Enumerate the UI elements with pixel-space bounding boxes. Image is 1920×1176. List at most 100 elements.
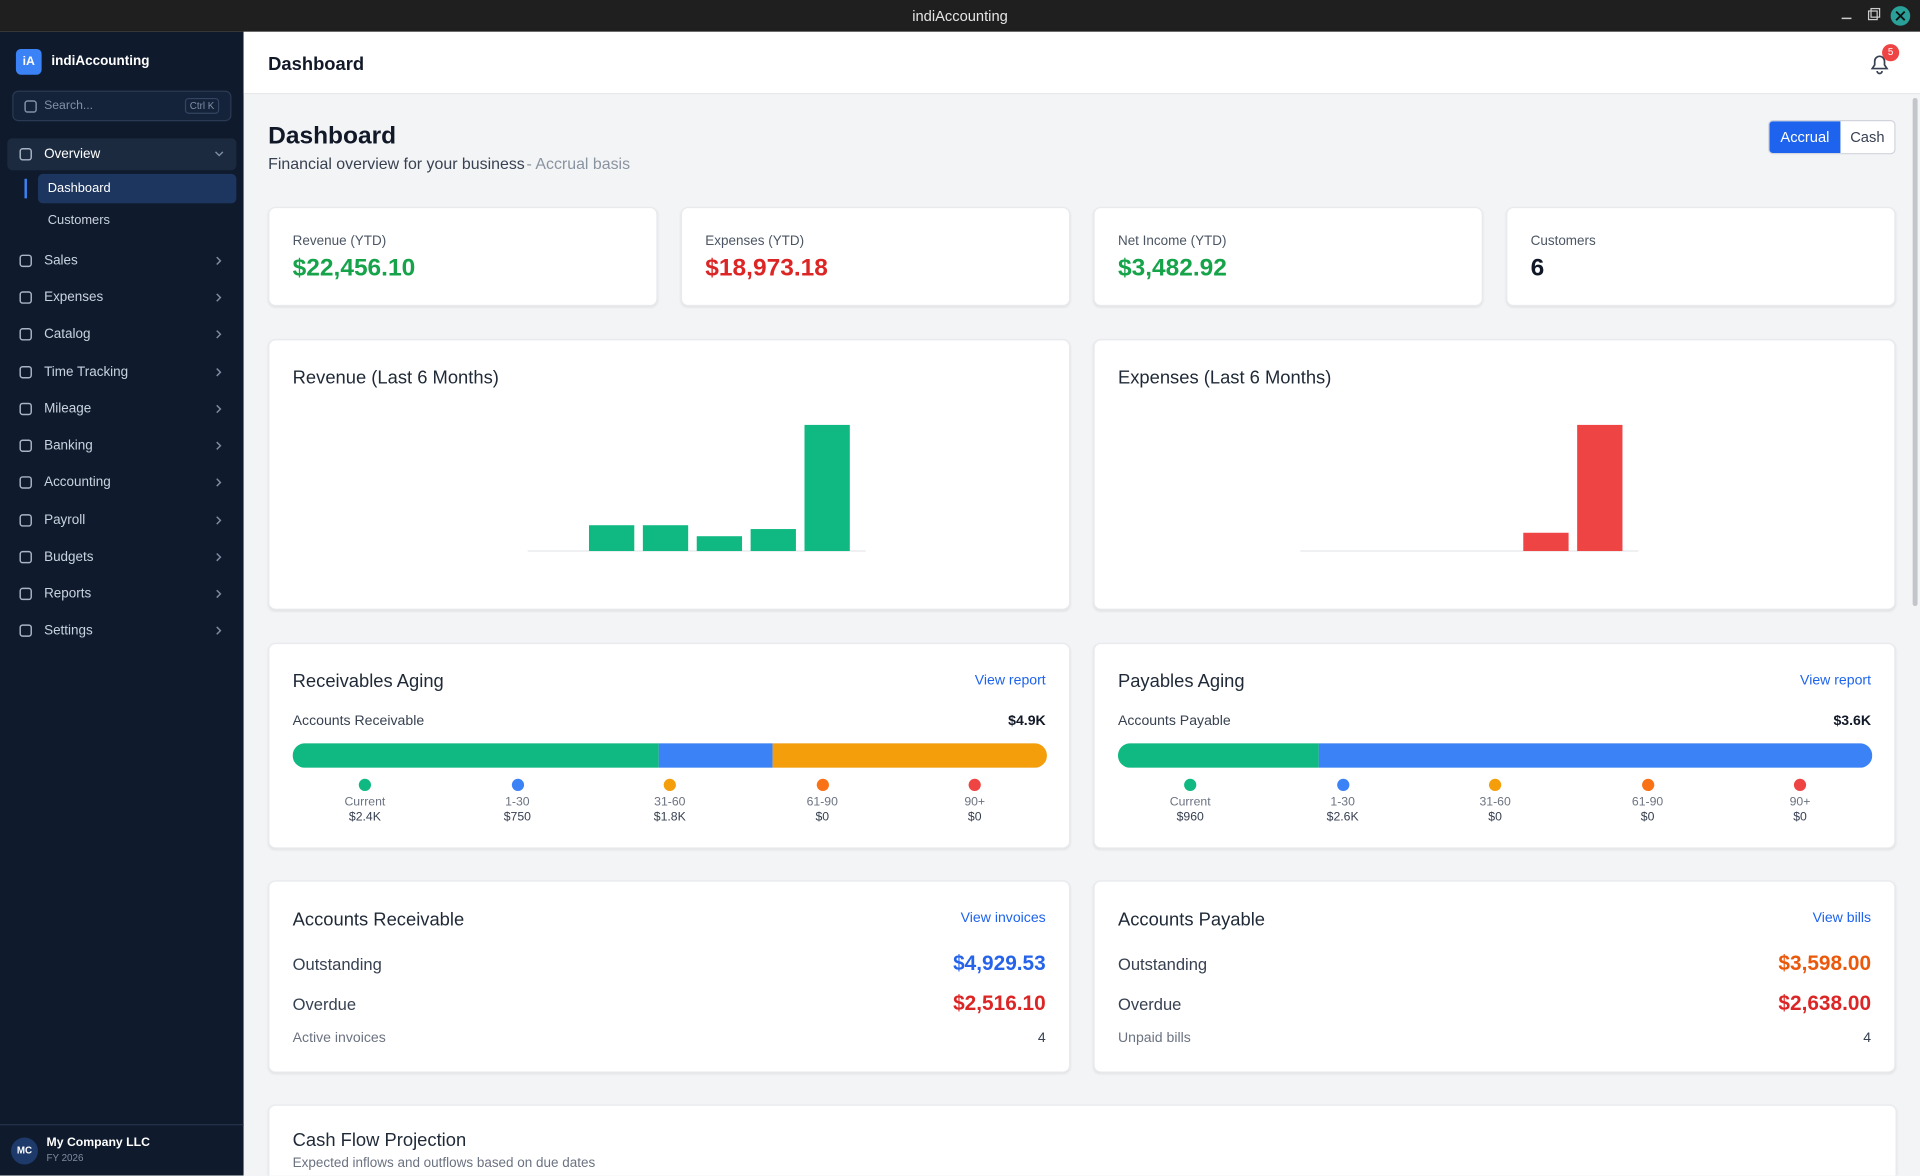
chevron-line xyxy=(214,151,224,157)
icon xyxy=(19,366,32,379)
notification-bell[interactable] xyxy=(1867,51,1891,75)
nav-item[interactable]: Expenses xyxy=(44,290,104,305)
chevron-line xyxy=(216,256,222,266)
sidebar-divider xyxy=(0,1124,244,1126)
toggle-option[interactable]: Accrual xyxy=(1769,121,1841,154)
bar xyxy=(1577,424,1623,552)
bucket-value: $960 xyxy=(1176,810,1204,825)
aging-total: $3.6K xyxy=(1833,713,1872,729)
legend-dot xyxy=(663,778,676,792)
aging-title: Receivables Aging xyxy=(292,671,444,692)
nav-item[interactable]: Mileage xyxy=(44,401,92,417)
page-title: Dashboard xyxy=(268,122,397,150)
nav-item[interactable]: Time Tracking xyxy=(44,364,129,380)
search-box[interactable]: Search... Ctrl K xyxy=(12,90,232,122)
nav-subitem[interactable]: Customers xyxy=(47,212,110,228)
bar xyxy=(642,525,689,552)
bucket-value: $2.4K xyxy=(348,810,381,825)
nav-item[interactable]: Sales xyxy=(44,253,78,269)
nav-item[interactable]: Budgets xyxy=(44,549,94,565)
chevron-line xyxy=(216,330,222,339)
stat-card: Customers 6 xyxy=(1506,206,1896,307)
stat-card: Revenue (YTD) $22,456.10 xyxy=(268,206,658,307)
bucket-name: Current xyxy=(1169,795,1211,810)
bucket-name: 90+ xyxy=(964,795,986,810)
count-label: Unpaid bills xyxy=(1117,1031,1191,1046)
bucket-name: 61-90 xyxy=(1631,795,1664,810)
balance-card: Accounts Payable View bills Outstanding $3,… xyxy=(1093,880,1896,1073)
window-controls[interactable] xyxy=(1837,5,1915,27)
icon xyxy=(19,439,32,452)
chevron-line xyxy=(216,478,222,487)
icon xyxy=(19,148,32,161)
balance-value: $2,638.00 xyxy=(1778,991,1872,1016)
bucket-name: 61-90 xyxy=(806,795,838,810)
bar xyxy=(1523,532,1569,552)
bucket-name: 31-60 xyxy=(654,795,686,810)
bar xyxy=(588,525,635,552)
chevron xyxy=(216,478,222,487)
stat-value: $22,456.10 xyxy=(292,254,416,282)
nav-item[interactable]: Reports xyxy=(44,586,92,602)
balance-value: $3,598.00 xyxy=(1778,951,1872,975)
nav-item[interactable]: Banking xyxy=(44,438,93,454)
chevron xyxy=(216,256,222,266)
aging-card: Payables Aging View report Accounts Payabl… xyxy=(1093,642,1896,849)
nav-subitem[interactable]: Dashboard xyxy=(47,181,111,196)
icon-shape xyxy=(19,328,32,341)
stat-label: Customers xyxy=(1530,233,1596,249)
icon xyxy=(19,328,32,341)
aging-bar xyxy=(292,743,1047,768)
view-link[interactable]: View bills xyxy=(1812,911,1872,926)
view-link[interactable]: View report xyxy=(974,673,1046,689)
icon xyxy=(19,514,32,527)
icon xyxy=(19,402,32,416)
chart xyxy=(527,424,866,552)
scrollbar-thumb xyxy=(1912,97,1918,607)
chart-card: Revenue (Last 6 Months) xyxy=(268,339,1071,610)
icon-shape xyxy=(19,402,32,416)
aging-card: Receivables Aging View report Accounts Rec… xyxy=(268,642,1071,849)
legend-dot xyxy=(816,778,829,792)
view-link[interactable]: View invoices xyxy=(960,911,1046,926)
bar xyxy=(750,529,796,552)
stat-card: Net Income (YTD) $3,482.92 xyxy=(1093,206,1483,307)
chevron-line xyxy=(216,404,222,414)
nav-item[interactable]: Settings xyxy=(44,623,93,638)
bucket-value: $0 xyxy=(1488,810,1502,825)
stat-label: Net Income (YTD) xyxy=(1117,233,1227,249)
cash-flow-title: Cash Flow Projection xyxy=(292,1130,467,1152)
balance-label: Outstanding xyxy=(1117,955,1208,974)
view-link[interactable]: View report xyxy=(1800,673,1872,689)
icon-shape xyxy=(19,550,32,564)
toggle-option[interactable]: Cash xyxy=(1850,128,1885,146)
nav-item[interactable]: Accounting xyxy=(44,475,111,490)
nav-item[interactable]: Catalog xyxy=(44,326,91,342)
aging-segment xyxy=(772,743,1047,768)
chart-title: Revenue (Last 6 Months) xyxy=(292,367,499,389)
nav-item[interactable]: Overview xyxy=(44,146,101,162)
chevron xyxy=(216,368,222,377)
aging-segment xyxy=(658,743,773,768)
aging-total: $4.9K xyxy=(1008,713,1046,729)
nav-item[interactable]: Payroll xyxy=(44,513,86,528)
chevron xyxy=(214,151,224,157)
icon-shape xyxy=(19,587,32,601)
icon-shape xyxy=(19,439,32,452)
header xyxy=(243,31,1920,95)
cash-flow-card: Cash Flow Projection Expected inflows and… xyxy=(268,1104,1897,1176)
chevron xyxy=(216,404,222,414)
stat-value: $18,973.18 xyxy=(705,254,828,282)
stat-label: Revenue (YTD) xyxy=(292,233,387,249)
chevron xyxy=(216,626,222,635)
balance-title: Accounts Receivable xyxy=(292,909,465,931)
bar xyxy=(804,424,850,552)
chart-card: Expenses (Last 6 Months) xyxy=(1093,339,1896,610)
chevron xyxy=(216,293,222,302)
chevron-line xyxy=(216,441,222,450)
stat-value: $3,482.92 xyxy=(1117,254,1227,282)
chart xyxy=(1300,424,1639,552)
bucket-name: 1-30 xyxy=(505,795,530,810)
chevron xyxy=(216,516,222,525)
